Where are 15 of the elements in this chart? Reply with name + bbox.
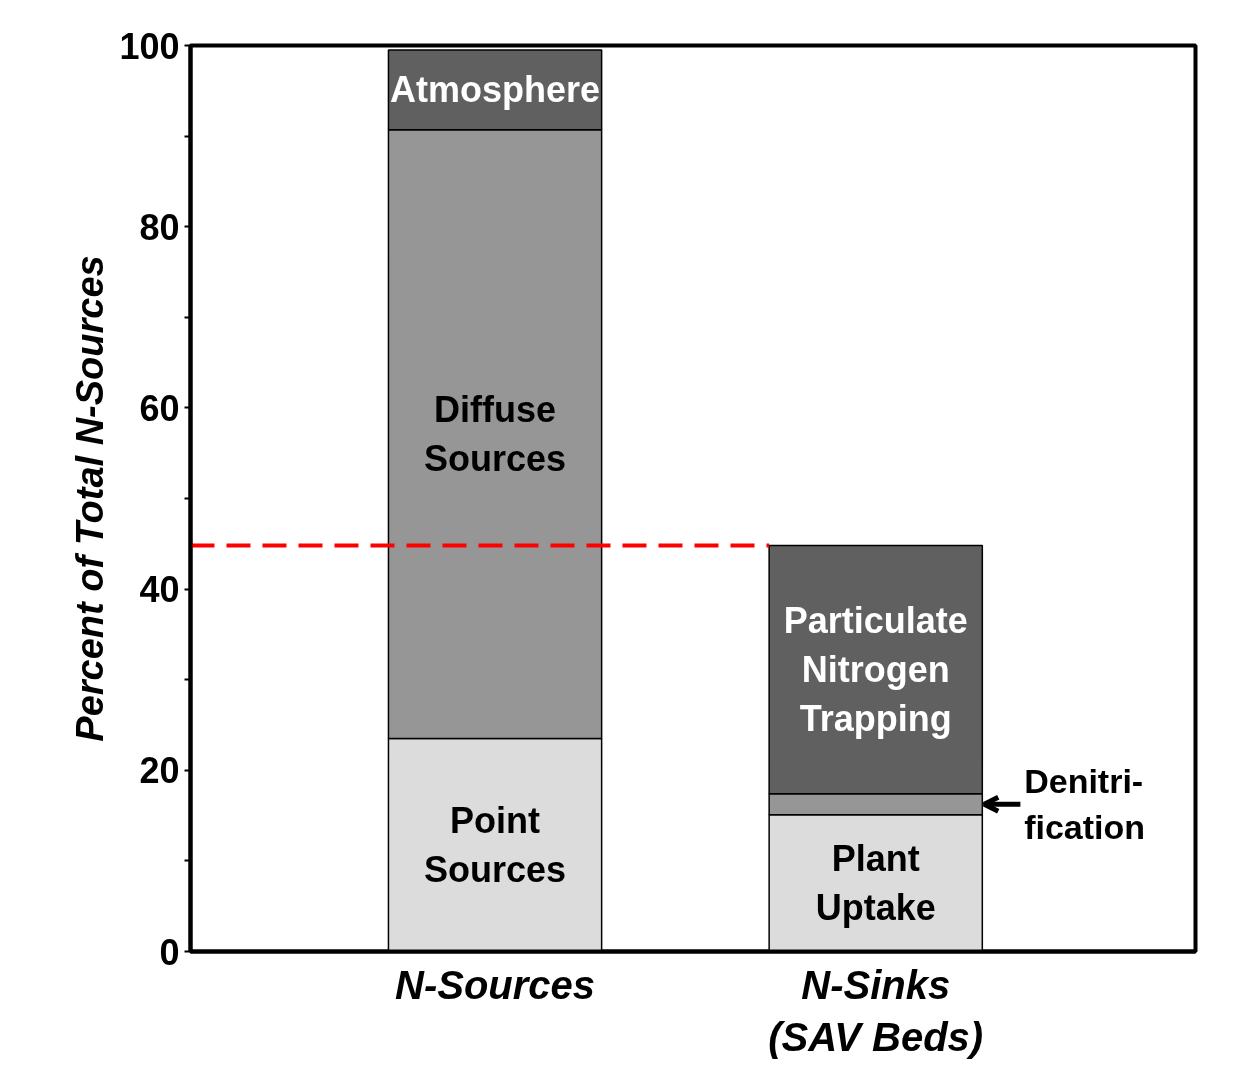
annotation: Denitri- fication bbox=[1024, 762, 1146, 847]
y-tick-label: 0 bbox=[159, 931, 180, 973]
y-tick-label: 80 bbox=[139, 206, 180, 248]
series-label: Atmosphere bbox=[390, 69, 601, 111]
x-tick-label: N-Sinks (SAV Beds) bbox=[768, 962, 984, 1060]
series-label: Diffuse Sources bbox=[424, 389, 567, 480]
y-tick-label: 20 bbox=[139, 750, 180, 792]
x-tick-label: N-Sources bbox=[395, 962, 596, 1007]
y-tick-label: 60 bbox=[139, 387, 180, 429]
series-label: Particulate Nitrogen Trapping bbox=[783, 600, 968, 740]
series-label: Point Sources bbox=[424, 799, 567, 891]
y-tick-label: 40 bbox=[139, 569, 180, 611]
y-tick-label: 100 bbox=[119, 25, 180, 67]
series-label: Plant Uptake bbox=[815, 838, 936, 929]
y-axis-title: Percent of Total N-Sources bbox=[69, 255, 112, 742]
